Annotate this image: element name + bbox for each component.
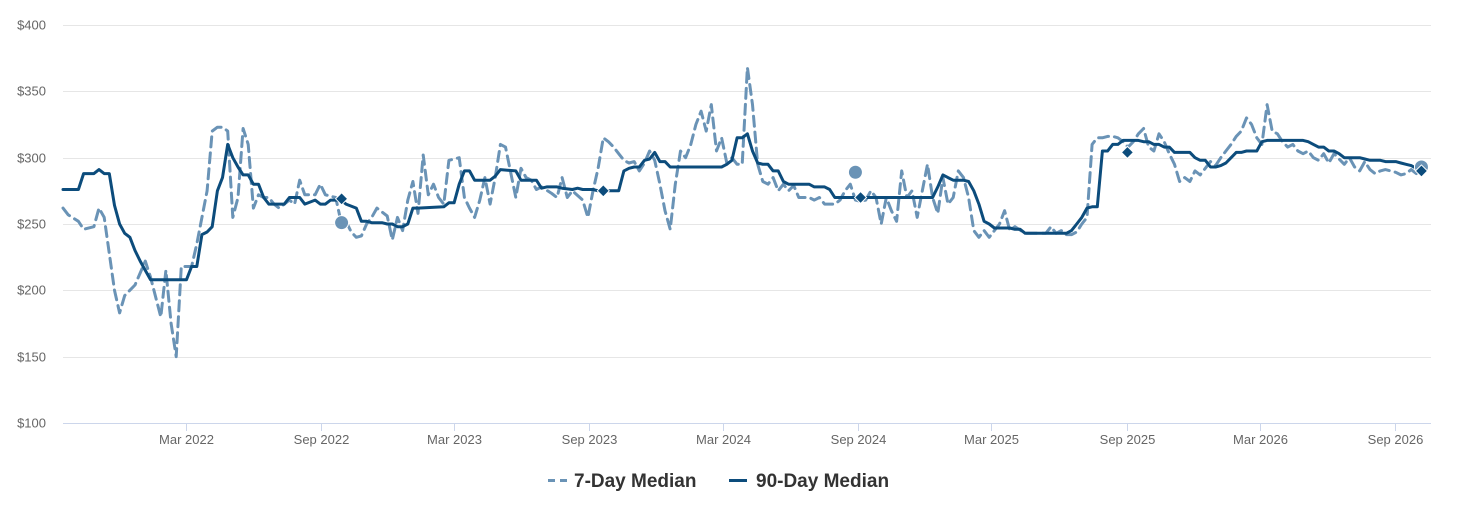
series-lines[interactable] (61, 66, 1423, 359)
legend-item-7-day-median[interactable]: 7-Day Median (548, 471, 696, 492)
x-tick-label: Sep 2025 (1100, 432, 1156, 447)
y-tick-label: $100 (17, 416, 46, 431)
x-tick-label: Mar 2022 (159, 432, 214, 447)
legend-label: 7-Day Median (574, 471, 696, 492)
legend[interactable]: 7-Day Median 90-Day Median (548, 471, 889, 492)
marker-90-day-median[interactable] (1120, 145, 1135, 160)
x-tick-label: Sep 2026 (1368, 432, 1424, 447)
x-tick-label: Mar 2024 (696, 432, 751, 447)
x-tick-label: Sep 2023 (562, 432, 618, 447)
x-tick-label: Sep 2022 (294, 432, 350, 447)
marker-90-day-median[interactable] (596, 184, 610, 198)
marker-90-day-median[interactable] (1414, 164, 1429, 178)
x-tick-label: Sep 2024 (831, 432, 887, 447)
y-tick-label: $200 (17, 283, 46, 298)
series-line-7-day-median[interactable] (61, 66, 1423, 359)
legend-label: 90-Day Median (756, 471, 889, 492)
y-tick-label: $400 (17, 18, 46, 33)
marker-7-day-median[interactable] (847, 164, 863, 180)
marker-90-day-median[interactable] (334, 192, 349, 206)
series-markers[interactable] (334, 145, 1429, 231)
x-tick-label: Mar 2025 (964, 432, 1019, 447)
series-line-90-day-median[interactable] (61, 132, 1423, 282)
x-axis: Mar 2022 Sep 2022 Mar 2023 Sep 2023 Mar 2024… (63, 423, 1431, 447)
y-axis-tick-labels: $100 $150 $200 $250 $300 $350 $400 (17, 18, 46, 431)
marker-90-day-median[interactable] (853, 190, 868, 205)
y-tick-label: $250 (17, 217, 46, 232)
y-tick-label: $350 (17, 84, 46, 99)
marker-7-day-median[interactable] (334, 215, 350, 231)
legend-item-90-day-median[interactable]: 90-Day Median (729, 471, 889, 492)
x-tick-label: Mar 2023 (427, 432, 482, 447)
y-tick-label: $150 (17, 350, 46, 365)
y-tick-label: $300 (17, 151, 46, 166)
y-gridlines (63, 25, 1431, 424)
x-tick-label: Mar 2026 (1233, 432, 1288, 447)
